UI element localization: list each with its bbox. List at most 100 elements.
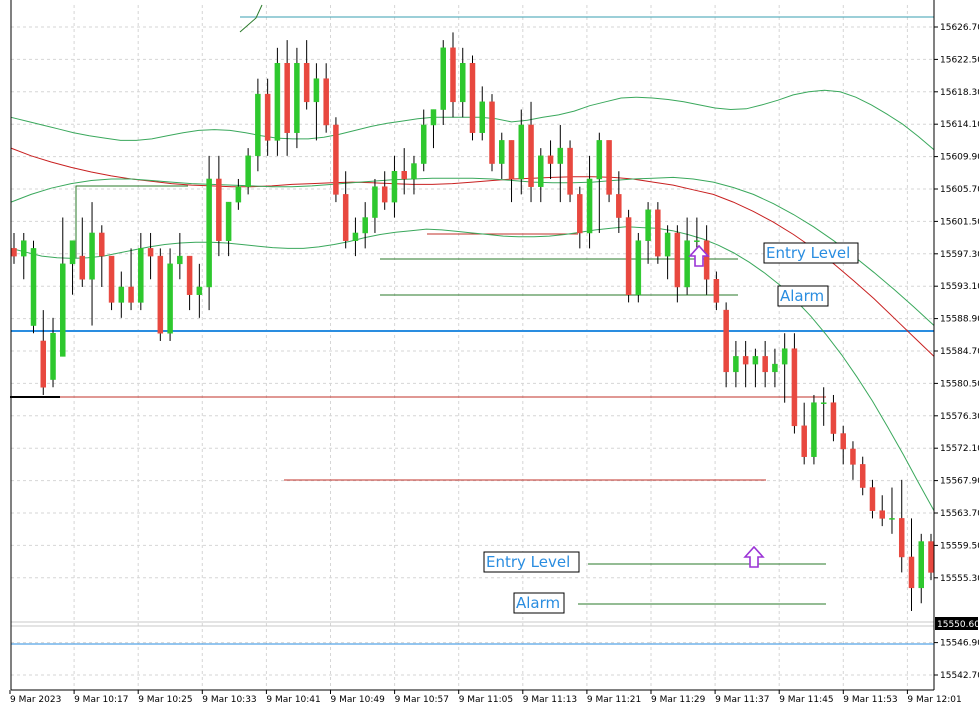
price-tick-label: 15546.90 xyxy=(940,639,979,649)
price-tick-label: 15618.30 xyxy=(940,88,979,98)
alarm-label-top: Alarm xyxy=(780,287,824,305)
candle-body xyxy=(898,518,905,558)
time-tick-label: 9 Mar 11:45 xyxy=(779,695,833,705)
candle-body xyxy=(840,433,846,450)
candle-body xyxy=(313,78,320,103)
candle-body xyxy=(274,63,281,141)
price-tick-label: 15584.70 xyxy=(940,347,979,357)
candle-body xyxy=(391,171,398,203)
candle-body xyxy=(694,240,700,242)
indicator-series-line xyxy=(10,226,935,511)
current-price-label: 15550.60 xyxy=(937,620,979,630)
price-tick-label: 15576.30 xyxy=(940,412,979,422)
candle-body xyxy=(606,140,612,195)
candle-body xyxy=(703,240,710,280)
candle-body xyxy=(79,255,86,280)
candle-body xyxy=(167,263,173,334)
time-tick-label: 9 Mar 11:37 xyxy=(715,695,769,705)
price-tick-label: 15626.70 xyxy=(940,23,979,33)
candle-body xyxy=(21,240,27,257)
price-tick-label: 15555.30 xyxy=(940,574,979,584)
indicator-series-line xyxy=(10,176,935,326)
candle-body xyxy=(567,147,573,195)
candle-body xyxy=(372,186,378,218)
candle-body xyxy=(489,101,495,164)
time-tick-label: 9 Mar 11:05 xyxy=(459,695,513,705)
price-tick-label: 15622.50 xyxy=(940,55,979,65)
price-tick-label: 15614.10 xyxy=(940,120,979,130)
buy-arrow-icon xyxy=(688,244,710,267)
candle-body xyxy=(850,448,856,465)
candle-body xyxy=(528,124,534,187)
time-tick-label: 9 Mar 10:49 xyxy=(331,695,386,705)
time-tick-label: 9 Mar 10:33 xyxy=(202,695,256,705)
candle-body xyxy=(811,402,817,457)
candle-body xyxy=(752,356,759,365)
price-tick-label: 15572.10 xyxy=(940,444,979,454)
candle-body xyxy=(547,155,554,164)
candle-body xyxy=(216,178,222,241)
candle-body xyxy=(469,63,476,133)
candle-body xyxy=(118,286,125,303)
candle-body xyxy=(479,101,486,133)
candle-body xyxy=(713,279,720,303)
time-tick-label: 9 Mar 10:57 xyxy=(395,695,449,705)
candle-body xyxy=(616,194,622,218)
candle-body xyxy=(235,186,242,203)
axes: 15626.70 15622.50 15618.30 15614.10 15609.90… xyxy=(9,0,979,705)
candle-body xyxy=(342,194,349,241)
candle-body xyxy=(723,309,729,373)
price-tick-label: 15542.70 xyxy=(940,671,979,681)
time-tick-label: 9 Mar 11:29 xyxy=(651,695,706,705)
entry-level-label-top-box xyxy=(763,242,859,264)
candle-body xyxy=(99,232,105,257)
candle-body xyxy=(499,140,505,164)
grid xyxy=(11,5,934,690)
candle-body xyxy=(89,232,95,280)
candle-body xyxy=(664,232,671,257)
candle-body xyxy=(206,178,212,288)
candle-body xyxy=(323,78,329,126)
candle-body xyxy=(908,556,915,589)
candle-body xyxy=(362,217,368,234)
candle-body xyxy=(781,348,788,365)
candle-body xyxy=(859,464,866,488)
alarm-label-top-box xyxy=(777,285,829,307)
annotations: Entry Level Alarm Entry Level Alarm xyxy=(483,242,859,614)
time-tick-label: 9 Mar 10:17 xyxy=(74,695,128,705)
candle-body xyxy=(50,333,56,380)
candle-body xyxy=(577,194,583,234)
candle-body xyxy=(508,140,515,180)
alarm-label-bottom-box xyxy=(513,592,565,614)
candle-body xyxy=(128,286,134,303)
candle-body xyxy=(645,209,651,241)
candle-body xyxy=(772,363,778,373)
horizontal-lines xyxy=(10,4,934,645)
candle-body xyxy=(557,147,564,164)
candle-body xyxy=(264,93,271,141)
candle-body xyxy=(596,140,603,180)
price-tick-label: 15563.70 xyxy=(940,509,979,519)
candle-body xyxy=(69,240,76,265)
price-tick-label: 15597.30 xyxy=(940,250,979,260)
price-tick-label: 15601.50 xyxy=(940,217,979,227)
candle-body xyxy=(157,255,164,334)
candle-body xyxy=(40,340,47,388)
candle-body xyxy=(401,171,407,180)
time-tick-label: 9 Mar 11:21 xyxy=(587,695,641,705)
candle-body xyxy=(30,248,37,326)
candle-body xyxy=(518,124,525,180)
candle-body xyxy=(420,124,427,164)
candle-body xyxy=(684,240,690,288)
candle-body xyxy=(147,248,154,257)
candle-body xyxy=(918,541,924,589)
candle-body xyxy=(303,63,310,103)
candle-body xyxy=(459,63,466,103)
time-tick-label: 9 Mar 2023 xyxy=(10,695,61,705)
time-tick-label: 9 Mar 10:25 xyxy=(138,695,192,705)
price-tick-label: 15580.50 xyxy=(940,379,979,389)
candle-body xyxy=(411,163,417,180)
entry-level-label-bottom: Entry Level xyxy=(486,553,570,571)
candle-body xyxy=(225,201,232,241)
